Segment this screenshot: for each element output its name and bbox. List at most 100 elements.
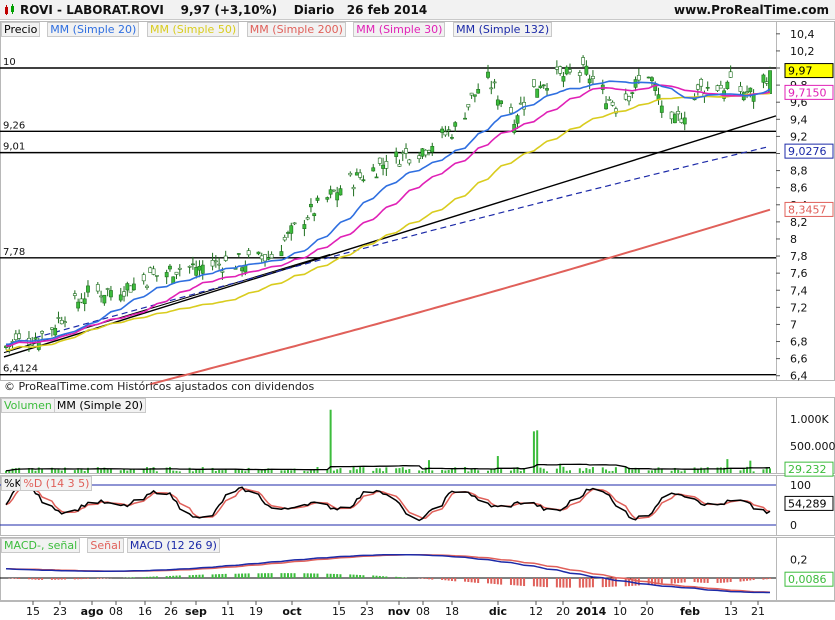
candle-body — [407, 159, 412, 164]
candle-body — [315, 197, 320, 201]
macd-histogram-bar — [375, 575, 378, 578]
candle-body — [423, 149, 428, 156]
volume-bar — [591, 467, 594, 473]
watermark-text: © ProRealTime.com Históricos ajustados c… — [4, 380, 315, 393]
macd-histogram-bar — [152, 576, 155, 578]
price-legend-item-5[interactable]: MM (Simple 132) — [453, 22, 553, 37]
volume-tag: 29.232 — [788, 463, 827, 476]
volume-bar — [680, 471, 683, 473]
price-legend-item-3[interactable]: MM (Simple 200) — [246, 22, 346, 37]
volume-bar — [80, 468, 83, 473]
macd-histogram-bar — [677, 578, 680, 584]
volume-bar — [539, 467, 542, 473]
x-axis-label-7: 11 — [221, 605, 235, 618]
volume-legend-item-0[interactable]: Volumen — [1, 398, 55, 413]
price-change: 9,97 (+3,10%) — [180, 3, 278, 17]
macd-histogram-bar — [568, 578, 571, 588]
candle-body — [79, 298, 84, 303]
price-axis-label-6: 9,2 — [790, 130, 808, 143]
macd-histogram-bar — [444, 578, 447, 581]
price-panel-frame — [0, 21, 835, 381]
stoch-legend-item-1[interactable]: %D (14 3 5) — [20, 476, 93, 491]
volume-bar — [64, 467, 67, 473]
macd-legend-item-2[interactable]: MACD (12 26 9) — [126, 538, 220, 553]
x-axis-label-3: 08 — [109, 605, 123, 618]
macd-histogram-bar — [362, 575, 365, 578]
period-label: Diario — [293, 3, 335, 17]
candle-body — [417, 155, 422, 160]
macd-histogram-bar — [427, 578, 430, 580]
macd-histogram-bar — [700, 578, 703, 583]
macd-histogram-bar — [37, 578, 40, 580]
date-label: 26 feb 2014 — [346, 3, 428, 17]
candle-body — [118, 294, 123, 301]
volume-bar — [372, 470, 375, 473]
price-legend-item-2[interactable]: MM (Simple 50) — [147, 22, 240, 37]
x-axis-label-19: 10 — [613, 605, 627, 618]
macd-histogram-bar — [673, 578, 676, 584]
volume-bar — [401, 467, 404, 473]
price-legend-item-4[interactable]: MM (Simple 30) — [353, 22, 446, 37]
macd-histogram-bar — [313, 573, 316, 578]
volume-bar — [50, 467, 53, 473]
macd-histogram-bar — [680, 578, 683, 583]
candle-body — [30, 344, 35, 346]
stoch-legend-item-0[interactable]: %K — [1, 476, 25, 491]
macd-histogram-bar — [565, 578, 568, 588]
volume-bar — [427, 460, 430, 473]
macd-legend-item-1[interactable]: Señal — [87, 538, 124, 553]
volume-bar — [562, 466, 565, 473]
volume-bar — [280, 470, 283, 473]
candle-body — [699, 79, 704, 87]
volume-bar — [123, 469, 126, 473]
stoch-tag: 54,289 — [788, 497, 827, 510]
price-legend-item-0[interactable]: Precio — [1, 22, 41, 37]
candle-body — [361, 179, 366, 182]
volume-bar — [313, 470, 316, 473]
candle-body — [335, 192, 340, 201]
volume-bar — [234, 468, 237, 473]
macd-histogram-bar — [578, 578, 581, 588]
macd-histogram-bar — [719, 578, 722, 583]
price-legend-item-1[interactable]: MM (Simple 20) — [47, 22, 140, 37]
volume-bar — [700, 467, 703, 473]
volume-bar — [424, 467, 427, 473]
volume-bar — [375, 468, 378, 473]
macd-legend-item-0[interactable]: MACD-, señal — [1, 538, 81, 553]
volume-bar — [355, 469, 358, 473]
macd-histogram-bar — [155, 576, 158, 578]
candle-body — [145, 285, 149, 288]
volume-bar — [86, 467, 89, 473]
macd-histogram-bar — [132, 577, 135, 578]
stoch-axis-0: 0 — [790, 519, 797, 532]
macd-histogram-bar — [378, 575, 381, 578]
macd-histogram-bar — [77, 578, 80, 580]
volume-bar — [493, 468, 496, 473]
x-axis-label-22: 13 — [724, 605, 738, 618]
macd-histogram-bar — [582, 578, 585, 588]
macd-histogram-bar — [605, 578, 608, 588]
candle-body — [745, 91, 749, 93]
volume-bar — [723, 467, 726, 473]
candle-body — [469, 92, 474, 96]
stoch-tag-box — [784, 495, 834, 511]
macd-histogram-bar — [487, 578, 490, 584]
candle-body — [509, 107, 513, 114]
x-axis-label-9: oct — [282, 605, 301, 618]
volume-legend-item-1[interactable]: MM (Simple 20) — [53, 398, 147, 413]
volume-bar — [237, 469, 240, 473]
price-axis-label-18: 6,8 — [790, 336, 808, 349]
macd-histogram-bar — [83, 578, 86, 580]
candle-body — [453, 122, 458, 127]
volume-bar — [762, 469, 765, 473]
sma-30-line — [5, 84, 771, 347]
volume-bar — [650, 470, 653, 473]
macd-histogram-bar — [359, 575, 362, 578]
macd-histogram-bar — [401, 577, 404, 578]
volume-bar — [408, 469, 411, 473]
candle-body — [394, 151, 399, 157]
macd-histogram-bar — [129, 577, 132, 578]
candle-body — [427, 150, 431, 153]
candle-body — [623, 93, 628, 100]
